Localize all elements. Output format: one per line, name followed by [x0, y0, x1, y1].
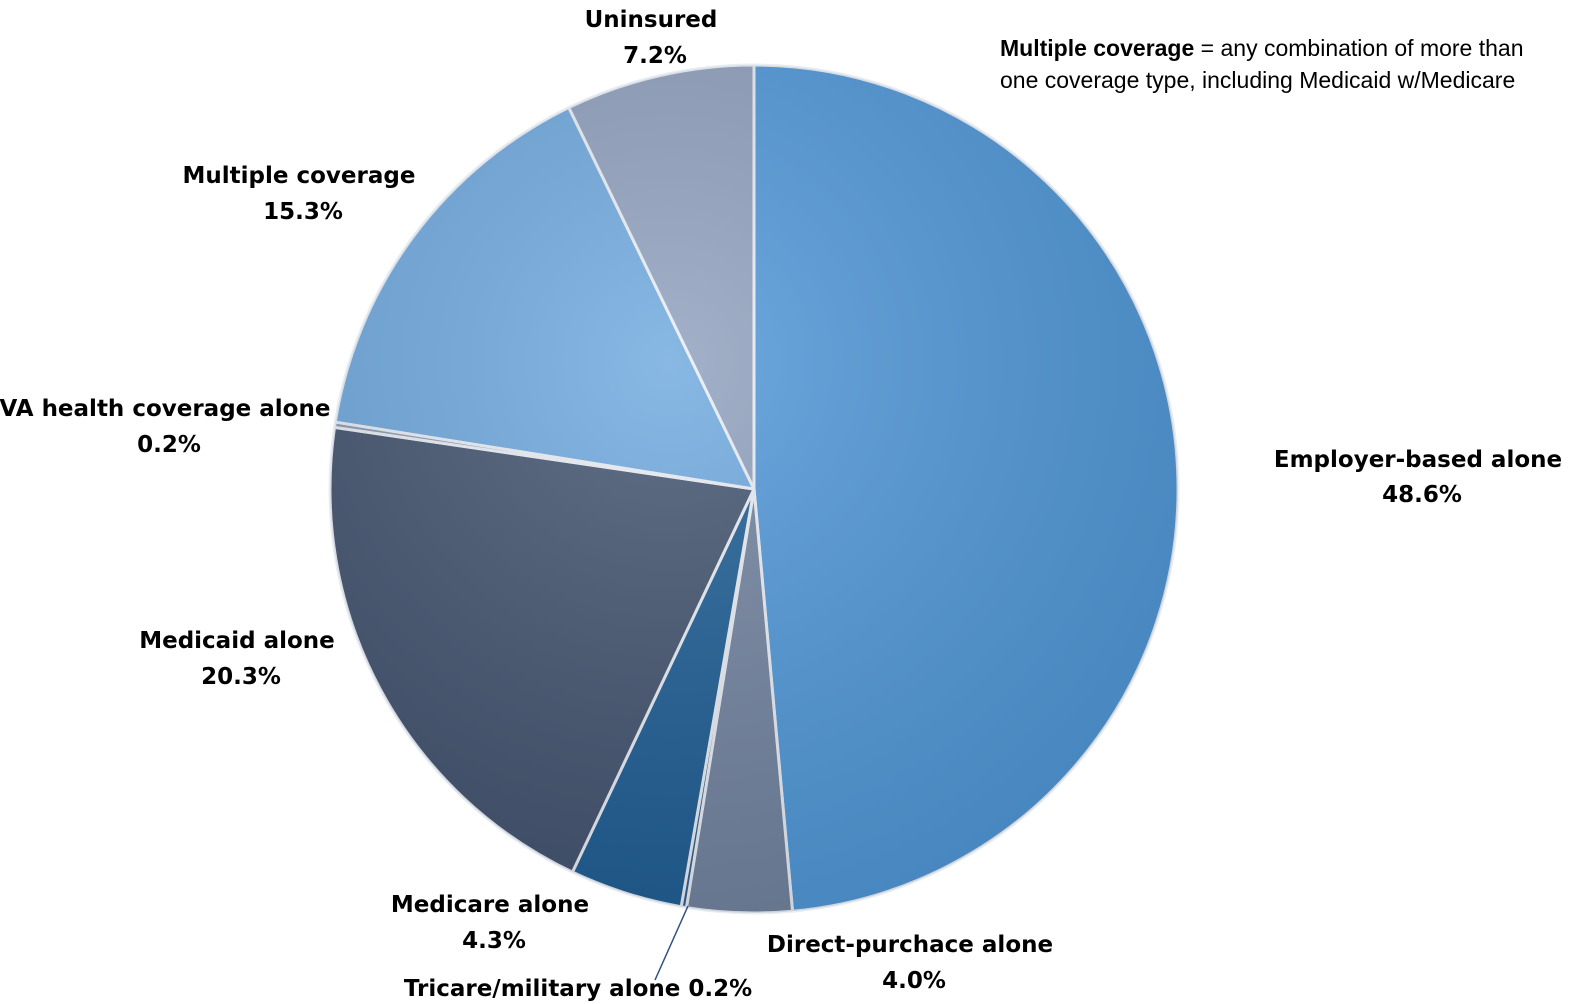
label-medicaid: Medicaid alone 20.3%: [139, 628, 343, 690]
label-direct-purchase: Direct-purchace alone 4.0%: [767, 932, 1061, 994]
multiple-coverage-note: Multiple coverage = any combination of m…: [1000, 32, 1560, 96]
slice-labels: Employer-based alone 48.6% Direct-purcha…: [0, 7, 1570, 1002]
label-multiple-coverage: Multiple coverage 15.3%: [183, 163, 424, 225]
note-term: Multiple coverage: [1000, 35, 1195, 61]
label-uninsured: Uninsured 7.2%: [585, 7, 726, 69]
label-employer-based: Employer-based alone 48.6%: [1274, 447, 1570, 508]
label-tricare-military: Tricare/military alone 0.2%: [404, 976, 752, 1002]
pie-slice-employer-based-alone: [752, 63, 1180, 913]
label-va-health: VA health coverage alone 0.2%: [0, 396, 338, 458]
tricare-leader-line: [654, 905, 689, 981]
label-medicare: Medicare alone 4.3%: [391, 892, 597, 954]
note-definition: = any combination of more than one cover…: [1000, 35, 1524, 93]
pie-slices: [328, 63, 1180, 915]
